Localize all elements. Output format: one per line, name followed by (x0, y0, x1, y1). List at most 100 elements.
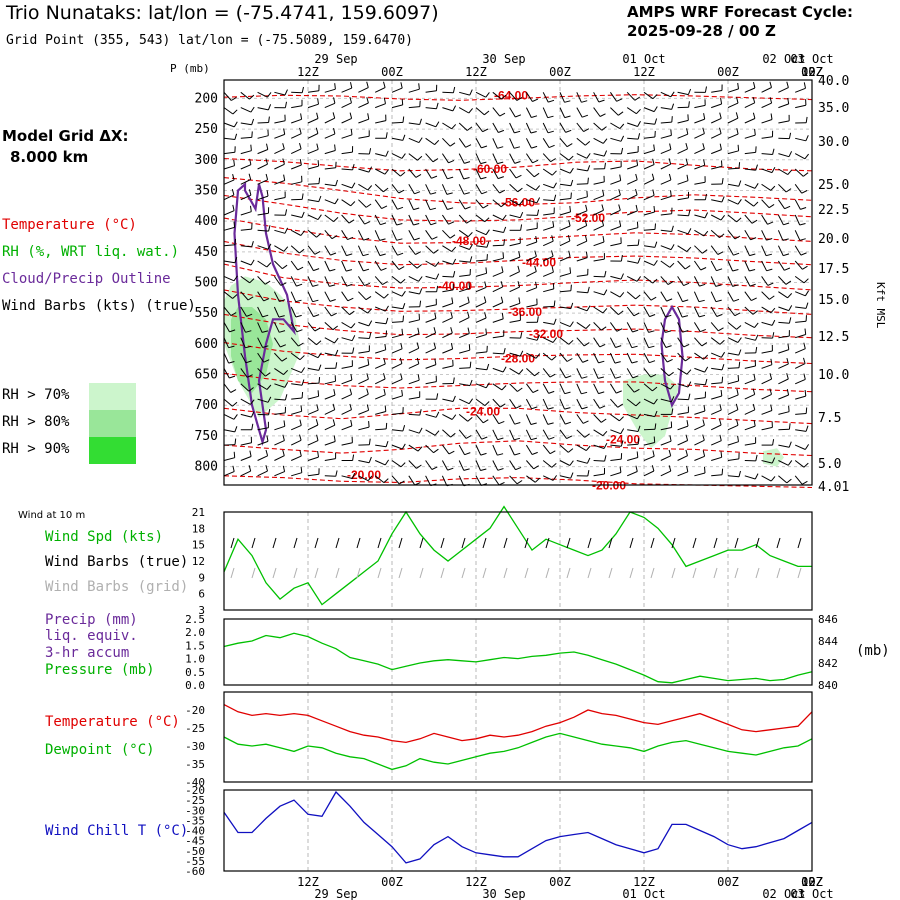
wind-barb-flag (565, 129, 572, 133)
wind-barb (391, 104, 403, 109)
wind-barb (257, 212, 269, 216)
wind-barb-flag (266, 435, 269, 442)
wind-barb (374, 87, 386, 93)
wind-barb (542, 337, 554, 343)
wind-barb-flag (769, 373, 773, 380)
wind-barb (459, 383, 471, 387)
wind-barb (291, 91, 303, 94)
wind-barb (509, 398, 517, 409)
wind-barb-flag (599, 343, 606, 348)
rh80-swatch (89, 410, 136, 437)
wind-barb-flag (736, 388, 739, 396)
surface-wind-barb-true (650, 537, 655, 549)
isotherm-label: -32.00 (529, 327, 563, 341)
wind-barb (559, 183, 571, 187)
wind-barb-flag (469, 256, 473, 263)
surface-wind-barb-grid (797, 567, 802, 579)
wind-barb-flag (804, 328, 807, 335)
wind-barb-flag (318, 177, 321, 184)
wind-barb (273, 322, 280, 333)
wind-barb (542, 383, 550, 394)
wind-barb (761, 364, 773, 369)
wind-barb (341, 306, 350, 316)
wind-barb (391, 334, 403, 339)
wind-barb-flag (553, 300, 556, 307)
wind-barb (408, 106, 420, 109)
wind-barb-flag (688, 101, 690, 108)
wind-barb-flag (702, 127, 705, 134)
wind-barb-flag (632, 375, 639, 379)
wind-barb-flag (569, 167, 574, 174)
wind-barb-flag (684, 265, 691, 270)
wind-barb-flag (415, 173, 422, 178)
wind-barb (425, 107, 437, 110)
wind-barb (374, 183, 384, 193)
wind-barb-flag (547, 422, 554, 425)
wind-barb (626, 368, 634, 379)
pressure-tick: 844 (818, 635, 838, 648)
wind-barb-flag (380, 267, 387, 271)
wind-barb (593, 92, 600, 103)
wind-barb-flag (770, 307, 776, 314)
wind-barb (509, 367, 520, 375)
wind-barb-flag (701, 342, 708, 347)
wind-barb-flag (531, 406, 538, 410)
wind-barb (391, 87, 403, 93)
wind-barb-flag (312, 299, 319, 303)
wind-barb (257, 122, 269, 124)
wind-barb-flag (349, 310, 355, 316)
wind-barb (408, 333, 420, 339)
wind-barb-flag (335, 179, 338, 186)
wind-barb (559, 256, 571, 262)
wind-barb-flag (687, 88, 692, 95)
wind-barb-flag (348, 219, 355, 224)
wind-barb (358, 337, 370, 339)
wind-barb-flag (402, 315, 404, 322)
wind-barb (559, 290, 571, 293)
wind-barb-flag (721, 468, 724, 475)
wind-barb-flag (549, 450, 556, 455)
wind-barb-flag (229, 375, 236, 379)
wind-barb-flag (485, 92, 490, 98)
wind-barb-flag (349, 388, 353, 395)
wind-barb (324, 291, 331, 302)
wind-barb-flag (383, 293, 389, 299)
wind-barb (525, 429, 532, 440)
wind-barb-flag (347, 236, 354, 241)
wind-barb-flag (329, 299, 336, 302)
wind-barb (408, 122, 420, 125)
wind-barb (610, 209, 621, 216)
wind-barb-flag (250, 259, 255, 266)
wind-barb (711, 103, 722, 109)
wind-barb-flag (234, 133, 238, 140)
wind-barb-flag (803, 82, 806, 89)
wind-barb-flag (666, 298, 673, 302)
wind-barb-flag (368, 456, 372, 463)
wind-barb (223, 91, 232, 101)
wind-barb-flag (620, 273, 624, 280)
wind-barb-flag (565, 421, 572, 425)
wind-barb (660, 213, 672, 216)
pressure-tick-label: 700 (195, 398, 218, 413)
wind-barb-flag (261, 330, 269, 333)
wind-barb (609, 352, 616, 364)
wind-barb (391, 183, 400, 194)
wind-barb (374, 199, 383, 209)
legend-precip-3: 3-hr accum (45, 645, 130, 661)
wind-barb-flag (448, 159, 455, 164)
legend-wind: Wind Barbs (kts) (true) (2, 298, 196, 314)
wind-barb-flag (299, 127, 302, 134)
wind-barb (593, 444, 605, 449)
wind-barb (307, 409, 319, 415)
wind-barb-flag (469, 361, 472, 368)
wind-barb (710, 229, 720, 238)
rh90-swatch (89, 437, 136, 464)
wind-barb-flag (514, 422, 521, 425)
pressure-unit-label: (mb) (856, 643, 890, 659)
isotherm-label: -40.00 (438, 279, 472, 293)
wind-barb (794, 363, 806, 369)
wind-barb-flag (553, 194, 557, 201)
wind-barb-flag (513, 146, 521, 149)
wind-barb (307, 148, 319, 155)
wind-barb-flag (483, 110, 490, 116)
